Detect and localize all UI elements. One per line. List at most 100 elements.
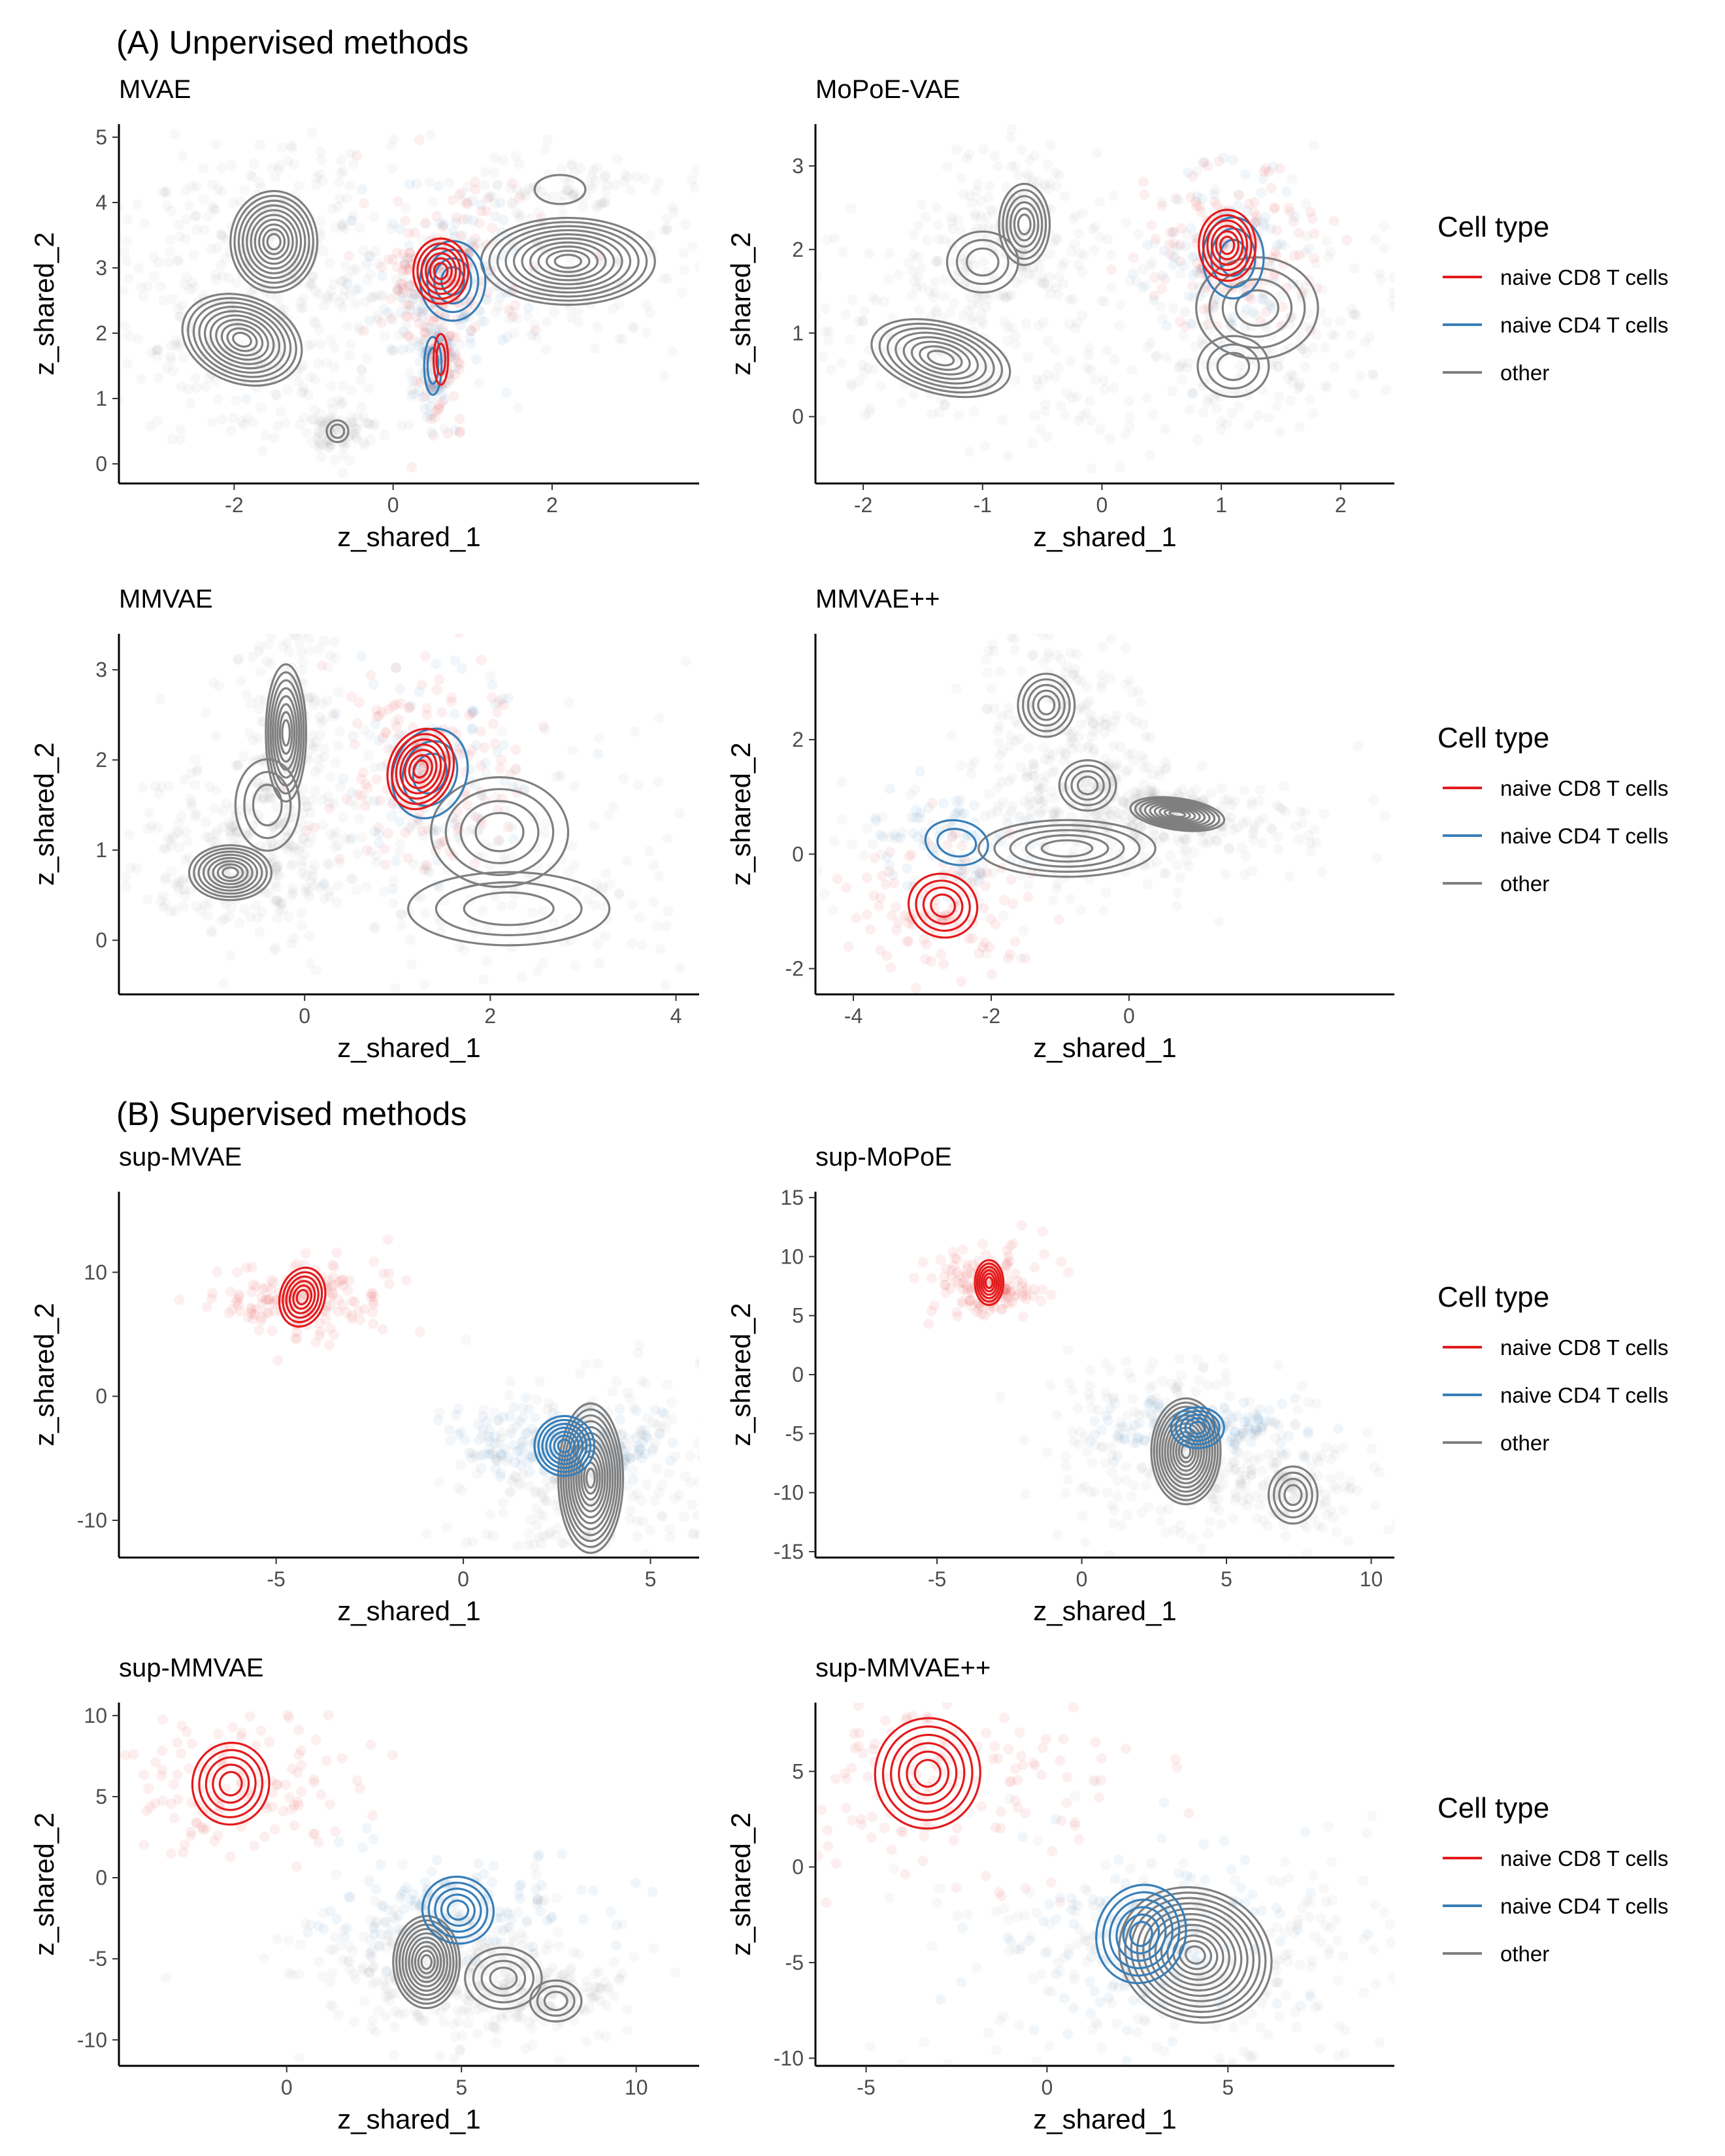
point-other [538,1511,549,1522]
contours-other [978,672,1226,878]
point-other [1146,769,1157,780]
point-other [1034,809,1045,821]
point-other [963,305,974,316]
point-other [803,402,813,412]
point-other [1197,837,1208,848]
point-other [934,406,945,417]
point-other [255,261,267,272]
point-other [568,189,579,201]
point-other [394,329,405,340]
point-naive-cd8-t-cells [985,913,996,924]
point-naive-cd4-t-cells [1171,241,1182,252]
point-other [895,346,906,357]
point-other [498,1507,509,1518]
point-other [714,245,724,255]
point-other [1126,365,1138,375]
point-other [1149,238,1160,248]
point-naive-cd8-t-cells [391,285,402,296]
point-naive-cd4-t-cells [527,329,538,340]
point-naive-cd8-t-cells [1008,1238,1019,1249]
point-other [246,826,257,837]
point-other [272,862,283,873]
point-other [66,227,76,238]
point-other [1257,838,1268,849]
point-naive-cd4-t-cells [484,1424,495,1435]
point-other [592,321,603,333]
x-axis-label: z_shared_1 [1033,521,1177,552]
point-other [670,1451,681,1462]
point-other [290,847,301,858]
contour-naive-cd8-t-cells [922,886,964,925]
point-naive-cd4-t-cells [1209,301,1220,312]
point-other [373,258,384,269]
point-naive-cd4-t-cells [1212,293,1223,304]
point-other [353,813,365,825]
point-other [358,437,369,448]
point-other [1094,232,1106,242]
point-other [1289,370,1300,382]
point-naive-cd4-t-cells [631,1405,642,1416]
contour-other [329,423,346,439]
point-other [307,592,318,602]
point-other [370,246,381,257]
point-naive-cd8-t-cells [1164,239,1175,250]
point-other [310,695,321,706]
point-other [1368,794,1379,806]
point-other [120,872,131,883]
point-naive-cd8-t-cells [415,762,426,774]
point-naive-cd8-t-cells [363,783,373,793]
point-naive-cd8-t-cells [1269,202,1280,213]
point-other [161,186,172,197]
point-other [323,442,334,453]
point-other [1053,362,1064,373]
point-other [1032,781,1043,792]
point-other [1127,830,1138,841]
point-naive-cd8-t-cells [1004,949,1015,960]
point-other [978,318,989,329]
point-other [1240,870,1250,881]
point-other [591,200,602,210]
point-other [780,295,791,306]
x-tick-label: 5 [1221,1567,1232,1591]
point-other [186,797,197,808]
plot-area [815,634,1390,994]
point-other [584,1499,595,1510]
x-tick-label: 2 [546,493,558,517]
point-other [191,181,203,192]
point-naive-cd8-t-cells [1056,1256,1067,1267]
point-other [512,313,523,324]
point-other [1034,794,1045,805]
point-naive-cd8-t-cells [968,1260,979,1271]
point-other [1232,822,1243,833]
point-naive-cd8-t-cells [342,1285,353,1296]
point-naive-cd8-t-cells [354,1315,365,1326]
point-naive-cd8-t-cells [371,704,382,715]
point-naive-cd4-t-cells [1226,319,1237,331]
point-other [618,773,629,784]
point-other [702,291,713,302]
point-naive-cd8-t-cells [1277,301,1288,312]
point-naive-cd8-t-cells [384,1279,395,1290]
point-other [210,730,222,742]
point-other [815,311,821,322]
point-other [1174,837,1185,848]
point-other [318,751,329,762]
point-other [567,841,578,852]
point-other [912,252,923,263]
point-other [280,417,291,428]
point-naive-cd4-t-cells [515,1445,526,1456]
point-naive-cd8-t-cells [999,894,1010,906]
point-other [335,276,346,287]
contour-other [1234,289,1279,327]
point-other [506,1424,518,1435]
point-other [472,1469,483,1480]
point-naive-cd8-t-cells [1036,1296,1047,1307]
point-other [1006,124,1017,135]
point-other [508,327,519,338]
point-other [560,1606,570,1616]
point-naive-cd8-t-cells [864,924,876,935]
point-other [363,250,374,261]
point-other [957,189,968,199]
point-naive-cd4-t-cells [495,292,506,303]
point-naive-cd4-t-cells [975,867,985,878]
